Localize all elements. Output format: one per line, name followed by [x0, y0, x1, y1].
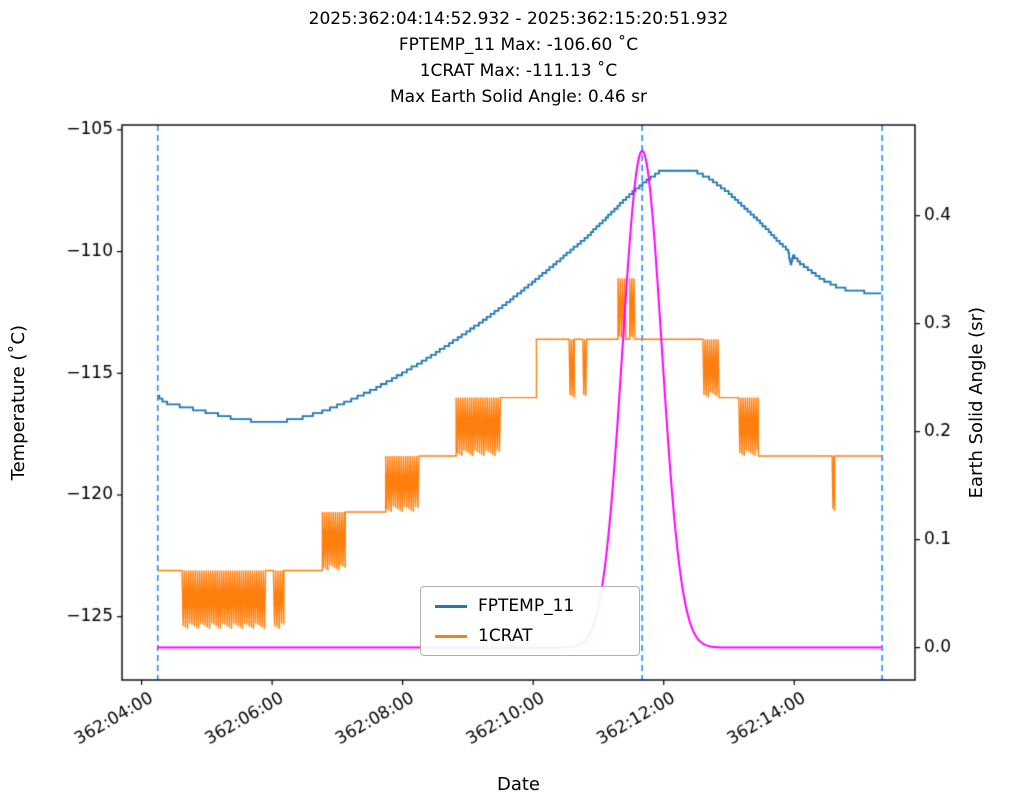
title-line-date-range: 2025:362:04:14:52.932 - 2025:362:15:20:5… — [308, 9, 729, 29]
x-axis-label: Date — [496, 774, 541, 795]
legend-label-fptemp11: FPTEMP_11 — [478, 596, 575, 616]
chart-title-block: 2025:362:04:14:52.932 - 2025:362:15:20:5… — [122, 6, 915, 110]
title-line-fptemp-max: FPTEMP_11 Max: -106.60 ˚C — [398, 35, 639, 55]
1crat-line-swatch — [435, 634, 467, 638]
legend-item-1crat: 1CRAT — [435, 626, 625, 646]
fptemp11-line-swatch — [435, 604, 467, 608]
title-line-solid-angle-max: Max Earth Solid Angle: 0.46 sr — [390, 87, 647, 107]
legend-label-1crat: 1CRAT — [478, 626, 533, 646]
legend: FPTEMP_11 1CRAT — [420, 586, 640, 656]
y-axis-label-right: Earth Solid Angle (sr) — [966, 306, 987, 499]
y-axis-label-left: Temperature (˚C) — [8, 324, 29, 481]
title-line-1crat-max: 1CRAT Max: -111.13 ˚C — [419, 61, 618, 81]
legend-item-fptemp11: FPTEMP_11 — [435, 596, 625, 616]
